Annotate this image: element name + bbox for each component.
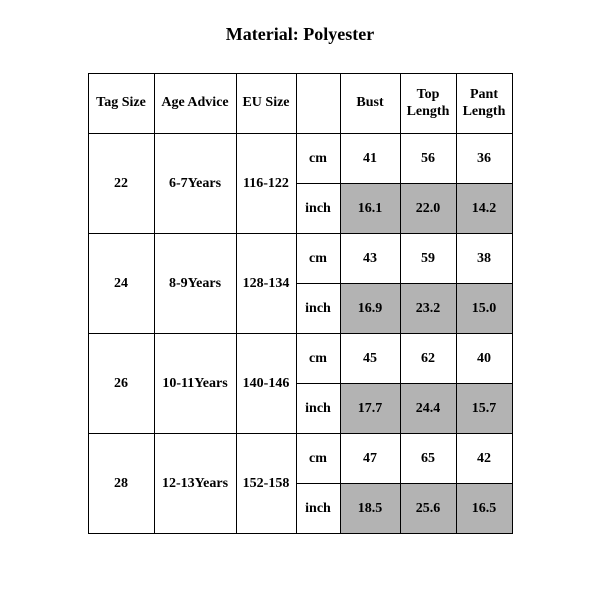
cell-bust-inch: 17.7	[340, 384, 400, 434]
cell-top-inch: 25.6	[400, 484, 456, 534]
col-header-unit	[296, 74, 340, 134]
cell-eu-size: 152-158	[236, 434, 296, 534]
cell-tag-size: 26	[88, 334, 154, 434]
table-row: 24 8-9Years 128-134 cm 43 59 38	[88, 234, 512, 284]
cell-bust-cm: 43	[340, 234, 400, 284]
cell-tag-size: 24	[88, 234, 154, 334]
cell-pant-cm: 38	[456, 234, 512, 284]
col-header-top-length: Top Length	[400, 74, 456, 134]
cell-top-inch: 22.0	[400, 184, 456, 234]
col-header-age-advice: Age Advice	[154, 74, 236, 134]
page-title: Material: Polyester	[0, 0, 600, 73]
cell-pant-cm: 42	[456, 434, 512, 484]
cell-unit-inch: inch	[296, 284, 340, 334]
cell-top-cm: 62	[400, 334, 456, 384]
size-chart-table: Tag Size Age Advice EU Size Bust Top Len…	[88, 73, 513, 534]
table-row: 22 6-7Years 116-122 cm 41 56 36	[88, 134, 512, 184]
cell-unit-cm: cm	[296, 134, 340, 184]
cell-bust-inch: 18.5	[340, 484, 400, 534]
cell-age-advice: 12-13Years	[154, 434, 236, 534]
col-header-pant-length: Pant Length	[456, 74, 512, 134]
cell-pant-inch: 15.0	[456, 284, 512, 334]
cell-pant-inch: 15.7	[456, 384, 512, 434]
cell-bust-cm: 41	[340, 134, 400, 184]
cell-eu-size: 128-134	[236, 234, 296, 334]
table-row: 26 10-11Years 140-146 cm 45 62 40	[88, 334, 512, 384]
cell-tag-size: 28	[88, 434, 154, 534]
cell-age-advice: 6-7Years	[154, 134, 236, 234]
cell-unit-inch: inch	[296, 484, 340, 534]
cell-bust-cm: 47	[340, 434, 400, 484]
table-header-row: Tag Size Age Advice EU Size Bust Top Len…	[88, 74, 512, 134]
cell-pant-inch: 14.2	[456, 184, 512, 234]
cell-top-inch: 23.2	[400, 284, 456, 334]
cell-unit-cm: cm	[296, 234, 340, 284]
cell-bust-inch: 16.1	[340, 184, 400, 234]
cell-bust-inch: 16.9	[340, 284, 400, 334]
cell-eu-size: 140-146	[236, 334, 296, 434]
cell-top-cm: 65	[400, 434, 456, 484]
cell-unit-cm: cm	[296, 434, 340, 484]
cell-top-inch: 24.4	[400, 384, 456, 434]
cell-pant-inch: 16.5	[456, 484, 512, 534]
cell-top-cm: 59	[400, 234, 456, 284]
cell-eu-size: 116-122	[236, 134, 296, 234]
col-header-bust: Bust	[340, 74, 400, 134]
col-header-eu-size: EU Size	[236, 74, 296, 134]
cell-bust-cm: 45	[340, 334, 400, 384]
cell-age-advice: 10-11Years	[154, 334, 236, 434]
cell-unit-inch: inch	[296, 384, 340, 434]
cell-unit-cm: cm	[296, 334, 340, 384]
table-row: 28 12-13Years 152-158 cm 47 65 42	[88, 434, 512, 484]
cell-top-cm: 56	[400, 134, 456, 184]
cell-unit-inch: inch	[296, 184, 340, 234]
cell-pant-cm: 40	[456, 334, 512, 384]
col-header-tag-size: Tag Size	[88, 74, 154, 134]
cell-tag-size: 22	[88, 134, 154, 234]
cell-pant-cm: 36	[456, 134, 512, 184]
cell-age-advice: 8-9Years	[154, 234, 236, 334]
